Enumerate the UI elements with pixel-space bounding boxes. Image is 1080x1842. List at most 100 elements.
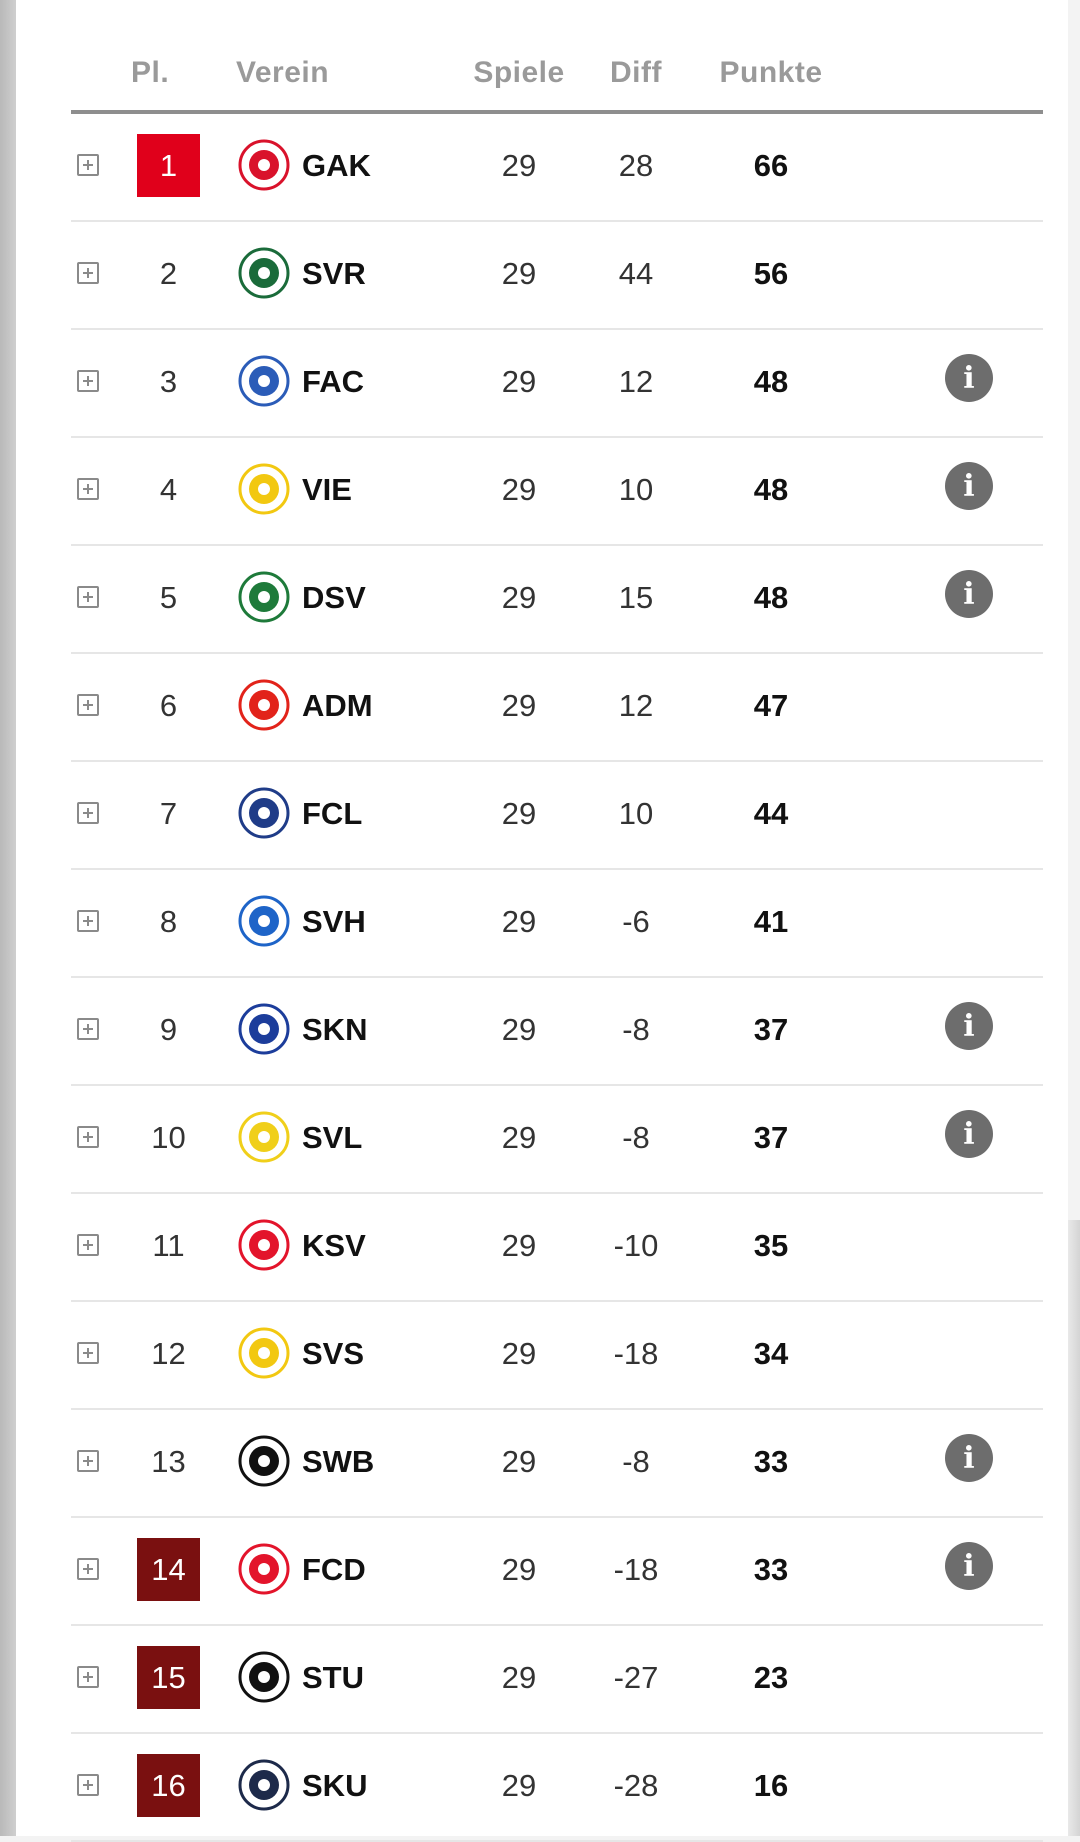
games-played: 29 (501, 1120, 537, 1155)
table-row[interactable]: 3 FAC 29 12 48 i (71, 330, 1043, 438)
expand-row-icon[interactable] (77, 1342, 99, 1364)
team-name[interactable]: SKU (302, 1768, 368, 1803)
rank-cell: 2 (159, 255, 178, 291)
expand-row-icon[interactable] (77, 1558, 99, 1580)
points: 48 (753, 472, 789, 507)
table-row[interactable]: 14 FCD 29 -18 33 i (71, 1518, 1043, 1626)
expand-row-icon[interactable] (77, 370, 99, 392)
expand-row-icon[interactable] (77, 262, 99, 284)
team-name[interactable]: SVL (302, 1120, 363, 1155)
games-played: 29 (501, 1012, 537, 1047)
sku-crest-icon (237, 1758, 291, 1812)
svs-crest-icon (237, 1326, 291, 1380)
header-goal-difference[interactable]: Diff (610, 56, 662, 89)
expand-row-icon[interactable] (77, 1018, 99, 1040)
table-row[interactable]: 5 DSV 29 15 48 i (71, 546, 1043, 654)
goal-difference: 44 (618, 256, 654, 291)
games-played: 29 (501, 472, 537, 507)
games-played: 29 (501, 1228, 537, 1263)
team-name[interactable]: ADM (302, 688, 373, 723)
rank-cell: 6 (159, 687, 178, 723)
expand-row-icon[interactable] (77, 910, 99, 932)
table-row[interactable]: 13 SWB 29 -8 33 i (71, 1410, 1043, 1518)
info-icon[interactable]: i (945, 1110, 993, 1158)
expand-row-icon[interactable] (77, 1450, 99, 1472)
svl-crest-icon (237, 1110, 291, 1164)
team-name[interactable]: SKN (302, 1012, 368, 1047)
rank-cell: 3 (159, 363, 178, 399)
info-icon[interactable]: i (945, 1434, 993, 1482)
expand-row-icon[interactable] (77, 1126, 99, 1148)
expand-row-icon[interactable] (77, 1234, 99, 1256)
points: 34 (753, 1336, 789, 1371)
points: 48 (753, 364, 789, 399)
goal-difference: -27 (613, 1660, 659, 1695)
goal-difference: 12 (618, 364, 654, 399)
goal-difference: 15 (618, 580, 654, 615)
rank-cell: 4 (159, 471, 178, 507)
team-name[interactable]: FCD (302, 1552, 366, 1587)
goal-difference: -8 (622, 1012, 650, 1047)
goal-difference: -18 (613, 1552, 659, 1587)
expand-row-icon[interactable] (77, 1666, 99, 1688)
team-name[interactable]: SWB (302, 1444, 375, 1479)
goal-difference: -6 (622, 904, 650, 939)
team-name[interactable]: SVR (302, 256, 366, 291)
team-name[interactable]: KSV (302, 1228, 366, 1263)
rank-cell: 16 (137, 1754, 200, 1817)
team-name[interactable]: SVS (302, 1336, 365, 1371)
team-name[interactable]: FAC (302, 364, 364, 399)
rank-cell: 14 (137, 1538, 200, 1601)
standings-panel: Pl. Verein Spiele Diff Punkte 1 GAK 29 28 66… (16, 0, 1068, 1842)
left-page-edge (0, 0, 16, 1836)
goal-difference: 10 (618, 796, 654, 831)
header-team[interactable]: Verein (236, 56, 330, 89)
games-played: 29 (501, 904, 537, 939)
team-name[interactable]: SVH (302, 904, 366, 939)
header-rank[interactable]: Pl. (131, 56, 170, 89)
expand-row-icon[interactable] (77, 694, 99, 716)
expand-row-icon[interactable] (77, 802, 99, 824)
team-name[interactable]: VIE (302, 472, 352, 507)
info-icon[interactable]: i (945, 570, 993, 618)
table-row[interactable]: 10 SVL 29 -8 37 i (71, 1086, 1043, 1194)
info-icon[interactable]: i (945, 354, 993, 402)
goal-difference: 10 (618, 472, 654, 507)
expand-row-icon[interactable] (77, 154, 99, 176)
table-row[interactable]: 9 SKN 29 -8 37 i (71, 978, 1043, 1086)
points: 48 (753, 580, 789, 615)
table-header: Pl. Verein Spiele Diff Punkte (71, 0, 1043, 114)
table-row[interactable]: 4 VIE 29 10 48 i (71, 438, 1043, 546)
info-icon[interactable]: i (945, 462, 993, 510)
table-row[interactable]: 1GAK292866i (71, 114, 1043, 222)
rank-cell: 7 (159, 795, 178, 831)
team-name[interactable]: FCL (302, 796, 363, 831)
points: 37 (753, 1012, 789, 1047)
stu-crest-icon (237, 1650, 291, 1704)
team-name[interactable]: GAK (302, 148, 371, 183)
team-name[interactable]: DSV (302, 580, 366, 615)
table-row[interactable]: 6ADM291247i (71, 654, 1043, 762)
expand-row-icon[interactable] (77, 586, 99, 608)
expand-row-icon[interactable] (77, 1774, 99, 1796)
header-games[interactable]: Spiele (473, 56, 565, 89)
info-icon[interactable]: i (945, 1542, 993, 1590)
table-row[interactable]: 2SVR294456i (71, 222, 1043, 330)
skn-crest-icon (237, 1002, 291, 1056)
info-icon[interactable]: i (945, 1002, 993, 1050)
table-body: 1GAK292866i2SVR294456i3FAC291248i4VIE291… (71, 114, 1043, 1842)
gak-crest-icon (237, 138, 291, 192)
rank-cell: 10 (151, 1119, 186, 1155)
table-row[interactable]: 7FCL291044i (71, 762, 1043, 870)
header-points[interactable]: Punkte (719, 56, 823, 89)
team-name[interactable]: STU (302, 1660, 364, 1695)
expand-row-icon[interactable] (77, 478, 99, 500)
games-played: 29 (501, 796, 537, 831)
fac-crest-icon (237, 354, 291, 408)
games-played: 29 (501, 688, 537, 723)
